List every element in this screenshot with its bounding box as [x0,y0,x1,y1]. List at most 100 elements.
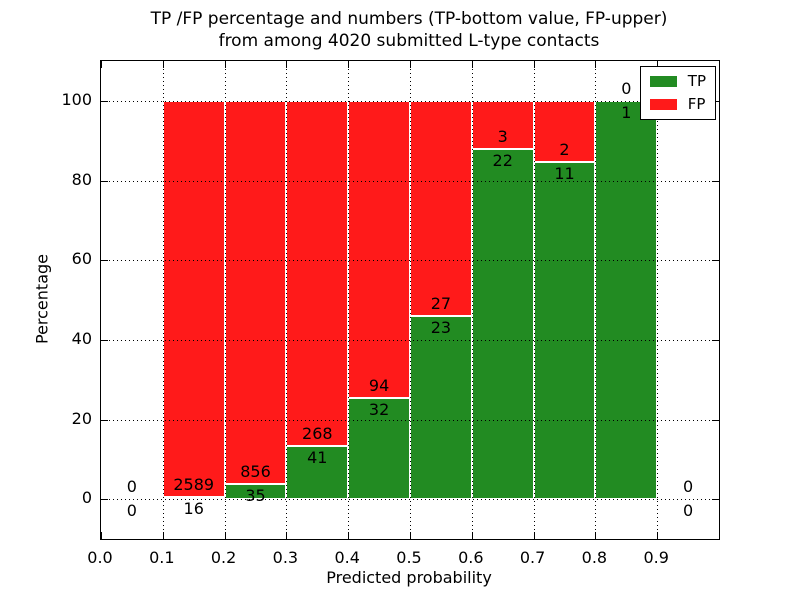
bar-segment-fp [162,100,225,497]
y-axis-tick [101,180,108,182]
x-axis-tick [286,532,288,539]
x-tick-label: 0.6 [458,548,484,567]
bar-segment-tp [348,398,410,500]
x-tick-label: 0.5 [396,548,422,567]
x-axis-tick [101,532,102,539]
y-axis-tick-right [712,260,719,262]
x-tick-label: 0.9 [643,548,669,567]
chart-legend: TP FP [639,66,716,120]
gridline-vertical [657,61,659,539]
gridline-vertical [595,61,597,539]
x-axis-tick-top [286,61,288,68]
fp-color-swatch [649,99,677,110]
x-axis-tick-top [595,61,597,68]
fp-count-label: 0 [621,78,632,98]
tp-count-label: 22 [492,150,513,170]
x-axis-tick-top [101,61,102,68]
bar-segment-tp [471,148,534,500]
y-axis-tick [101,499,108,501]
bar-segment-fp [286,100,349,447]
y-axis-tick-right [712,499,719,501]
chart-title-line2: from among 4020 submitted L-type contact… [218,31,600,51]
tp-count-label: 0 [126,501,137,521]
x-tick-label: 0.7 [519,548,546,567]
x-axis-tick [348,532,350,539]
tp-color-swatch [649,76,677,87]
y-tick-label: 80 [71,169,92,189]
tp-count-label: 41 [307,448,328,468]
gridline-vertical [286,61,288,539]
tp-count-label: 1 [621,102,632,122]
legend-label-tp: TP [687,72,706,90]
x-axis-tick-top [657,61,659,68]
y-axis-tick [101,100,108,102]
y-axis-tick [101,339,108,341]
fp-count-label: 0 [126,477,137,497]
gridline-vertical [348,61,350,539]
tp-count-label: 0 [683,501,694,521]
y-axis-tick-right [712,419,719,421]
x-axis-tick [471,532,473,539]
fp-count-label: 2 [559,140,570,160]
y-axis-tick-right [712,339,719,341]
gridline-vertical [224,61,226,539]
gridline-vertical [410,61,411,539]
y-tick-label: 20 [71,408,92,428]
x-axis-tick [162,532,164,539]
x-axis-tick [595,532,597,539]
tp-count-label: 35 [245,485,266,505]
tp-count-label: 32 [368,400,390,419]
y-axis-tick [101,419,108,421]
gridline-vertical [162,61,164,539]
x-tick-label: 0.3 [272,548,299,567]
x-axis-tick [224,532,226,539]
x-axis-label: Predicted probability [326,568,492,587]
legend-entry-tp: TP [649,72,706,90]
bar-segment-tp [286,446,349,500]
x-axis-tick [533,532,535,539]
x-axis-tick-top [471,61,473,68]
fp-count-label: 856 [240,461,271,481]
x-axis-tick-top [533,61,535,68]
y-tick-label: 100 [61,89,92,109]
legend-label-fp: FP [687,95,706,113]
x-axis-tick-top [224,61,226,68]
x-axis-tick [657,532,659,539]
bar-segment-fp [348,100,410,398]
bar-segment-tp [410,315,472,500]
tp-count-label: 11 [554,164,575,184]
legend-entry-fp: FP [649,95,706,113]
x-axis-tick [410,532,411,539]
gridline-vertical [471,61,473,539]
fp-count-label: 2589 [173,474,215,494]
x-tick-label: 0.0 [87,548,113,567]
x-axis-tick-top [410,61,411,68]
x-tick-label: 0.8 [581,548,608,567]
x-tick-label: 0.4 [334,548,360,567]
gridline-vertical [533,61,535,539]
bar-segment-fp [224,100,287,484]
y-tick-label: 40 [71,328,92,348]
x-axis-tick-top [162,61,164,68]
chart-title: TP /FP percentage and numbers (TP-bottom… [100,8,718,52]
fp-count-label: 94 [368,376,390,395]
x-axis-tick-top [348,61,350,68]
fp-count-label: 27 [430,293,452,313]
fp-count-label: 0 [683,477,694,497]
fp-count-label: 3 [497,126,508,146]
tp-count-label: 23 [430,317,452,337]
bar-segment-fp [410,100,472,316]
y-tick-label: 60 [71,249,92,269]
y-tick-label: 0 [81,488,92,508]
fp-count-label: 268 [302,424,333,444]
x-tick-label: 0.1 [149,548,175,567]
tp-count-label: 16 [183,498,204,518]
plot-area: TP FP 0 0 2589 16 856 35 268 41 94 32 27 23 3 22 2 11 0 1… [100,60,720,540]
x-tick-label: 0.2 [210,548,237,567]
chart-title-line1: TP /FP percentage and numbers (TP-bottom… [150,9,668,29]
bar-segment-tp [595,100,658,500]
y-axis-tick [101,260,108,262]
bar-segment-tp [533,162,596,500]
y-axis-tick-right [712,180,719,182]
